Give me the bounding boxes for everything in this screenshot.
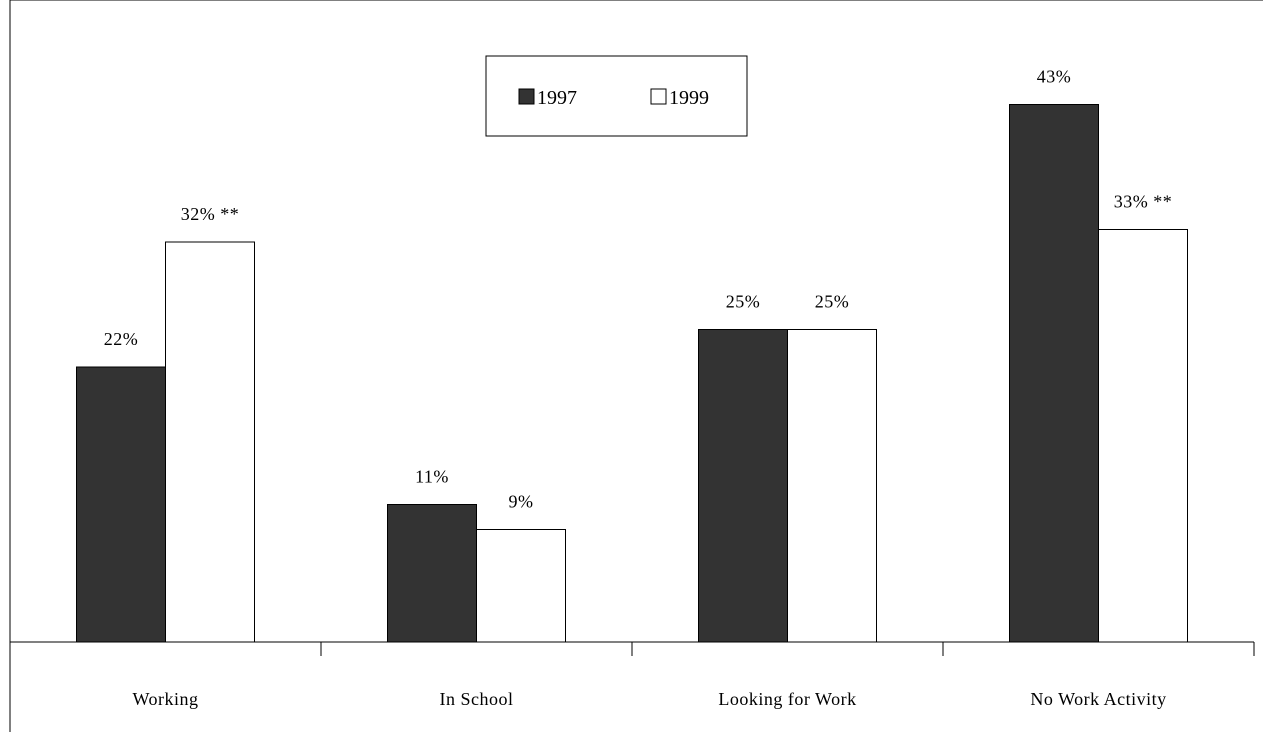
data-label-1999-1: 9% xyxy=(509,492,534,512)
x-axis: Working In School Looking for Work No Work … xyxy=(9,641,1255,709)
data-label-1997-2: 25% xyxy=(726,292,761,312)
category-label-2: Looking for Work xyxy=(718,689,856,709)
chart-frame xyxy=(9,0,1263,732)
data-label-1999-2: 25% xyxy=(815,292,850,312)
data-label-1999-0: 32% ** xyxy=(181,204,240,224)
bar-1997-1 xyxy=(387,504,477,643)
bar-1997-2 xyxy=(698,329,788,643)
data-label-1997-1: 11% xyxy=(415,467,449,487)
bars-group xyxy=(76,104,1188,643)
category-label-0: Working xyxy=(132,689,198,709)
data-label-1999-3: 33% ** xyxy=(1114,192,1173,212)
legend: 1997 1999 xyxy=(485,55,748,137)
data-label-1997-0: 22% xyxy=(104,329,139,349)
bar-1999-3 xyxy=(1098,229,1188,643)
legend-swatch-1999 xyxy=(650,88,667,105)
legend-swatch-1997 xyxy=(518,88,535,105)
bar-1997-0 xyxy=(76,366,166,643)
bar-1999-2 xyxy=(787,329,877,643)
category-label-1: In School xyxy=(440,689,514,709)
data-label-1997-3: 43% xyxy=(1037,67,1072,87)
legend-label-1999: 1999 xyxy=(669,87,709,109)
value-labels-group: 22% 32% ** 11% 9% 25% 25% 43% 33% ** xyxy=(104,67,1173,512)
category-label-3: No Work Activity xyxy=(1030,689,1166,709)
legend-label-1997: 1997 xyxy=(537,87,577,109)
bar-1999-0 xyxy=(165,241,255,643)
bar-1999-1 xyxy=(476,529,566,643)
bar-1997-3 xyxy=(1009,104,1099,643)
